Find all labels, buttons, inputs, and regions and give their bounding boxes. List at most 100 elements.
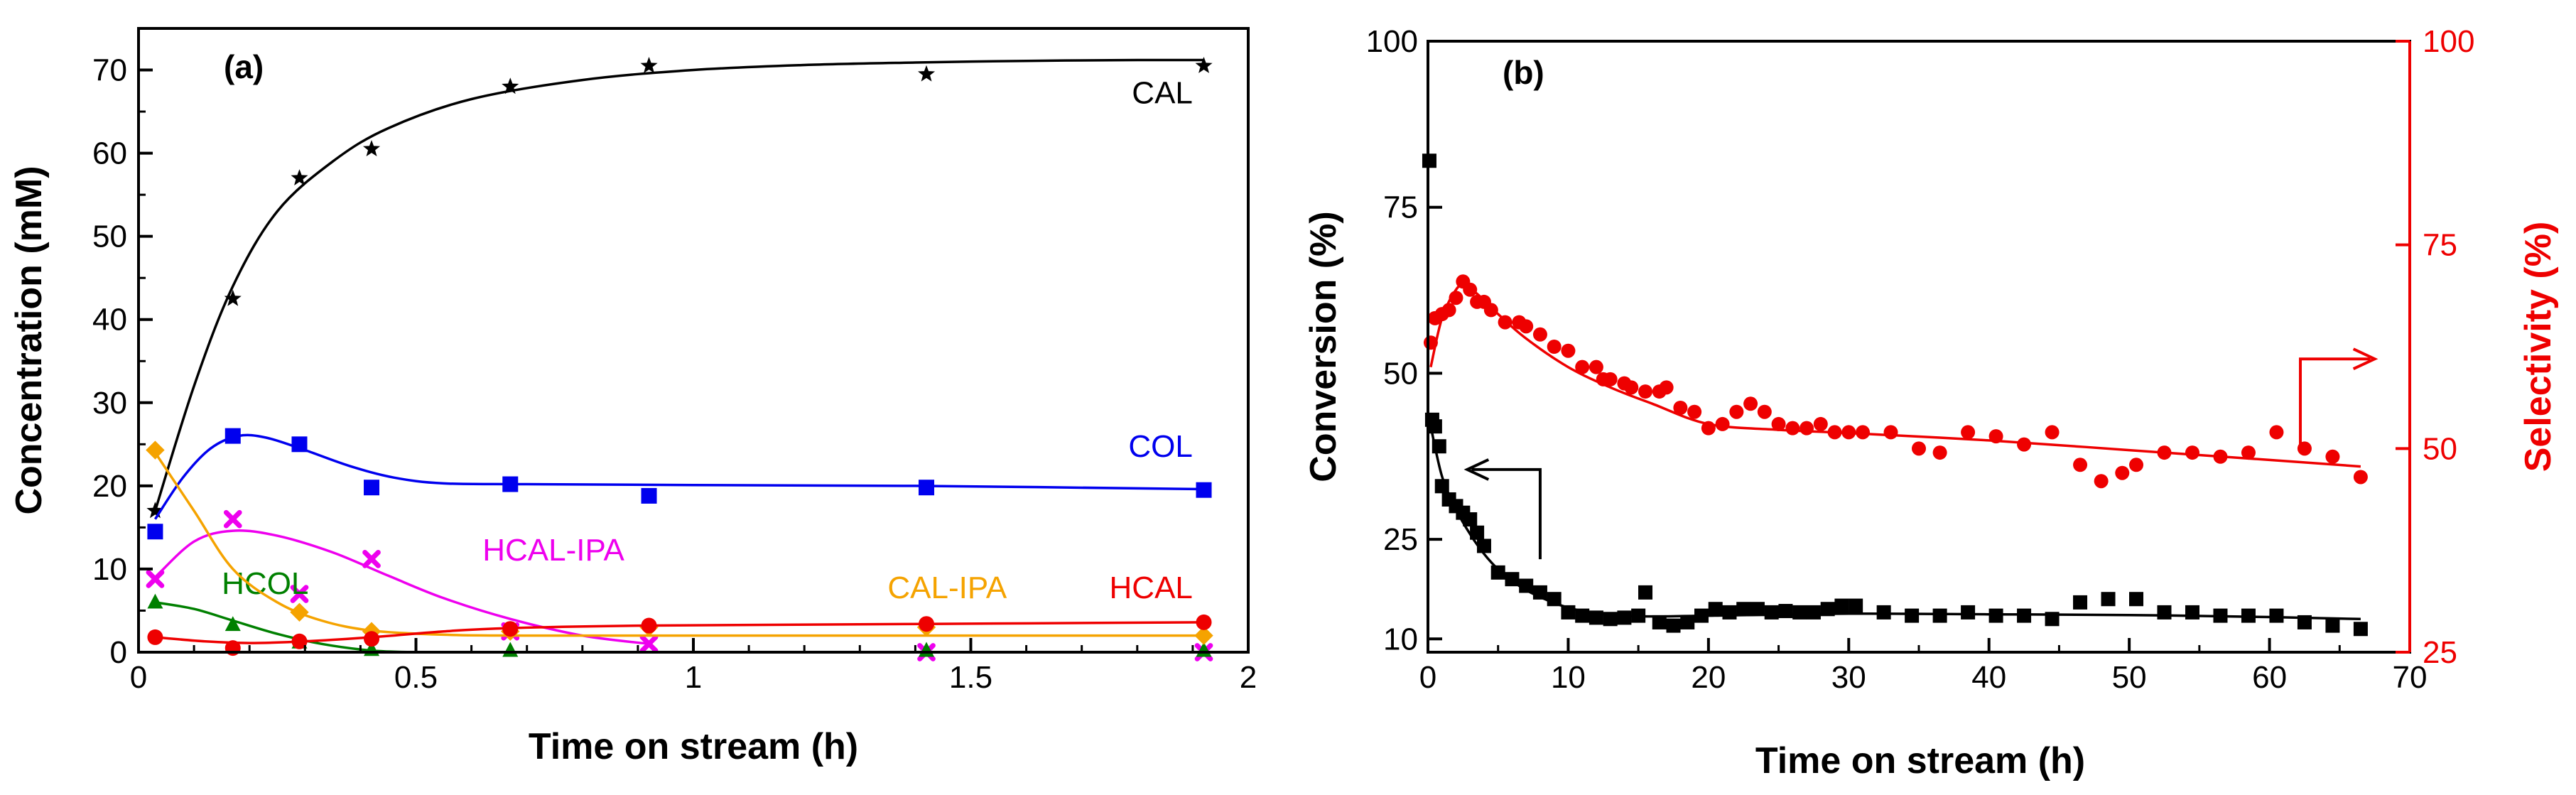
panel-b-label: (b) [1503, 54, 1544, 91]
selectivity-point [1603, 372, 1618, 386]
hcal-ipa-point [639, 634, 659, 654]
selectivity-point [1729, 404, 1744, 419]
panel-b-x-tick-label: 20 [1691, 660, 1726, 695]
panel-b-y2-tick-label: 50 [2423, 431, 2457, 466]
col-point [919, 480, 935, 496]
conversion-point [1470, 525, 1485, 540]
conversion-point [2241, 608, 2256, 623]
selectivity-point [1441, 303, 1456, 318]
panel-a-x-tick-label: 2 [1240, 660, 1257, 695]
selectivity-point [1519, 319, 1534, 334]
selectivity-point [1988, 429, 2003, 444]
col-label: COL [1128, 429, 1192, 464]
selectivity-point [1673, 401, 1688, 415]
conversion-point [1490, 565, 1505, 580]
selectivity-point [1423, 335, 1438, 350]
selectivity-point [1800, 421, 1814, 436]
cal-point [291, 169, 308, 185]
conversion-point [1617, 610, 1632, 625]
panel-b-y-axis-label: Conversion (%) [1303, 211, 1344, 482]
selectivity-fit-curve [1429, 283, 2361, 468]
selectivity-point [2073, 458, 2088, 472]
selectivity-point [1561, 343, 1576, 358]
panel-b-y-tick-label: 25 [1383, 522, 1418, 557]
panel-a-y-tick-label: 70 [92, 53, 127, 88]
panel-a-frame [137, 27, 1250, 654]
selectivity-point [1856, 425, 1871, 440]
series-cal: CAL [146, 57, 1213, 519]
hcol-point [502, 642, 519, 657]
series-hcal-ipa: HCAL-IPA [146, 509, 1213, 661]
panel-a-x-tick-label: 0.5 [394, 660, 438, 695]
conversion-point [1463, 512, 1478, 527]
left-arrow-head [1463, 458, 1490, 481]
hcol-point [224, 616, 241, 632]
panel-b-y-tick-label: 75 [1383, 190, 1418, 225]
conversion-point [2269, 608, 2284, 623]
hcal-point [641, 617, 657, 634]
panel-b-x-tick-label: 60 [2252, 660, 2287, 695]
conversion-point [1432, 439, 1446, 454]
selectivity-point [2241, 445, 2256, 460]
selectivity-point [2297, 441, 2312, 456]
selectivity-point [1498, 315, 1512, 330]
selectivity-point [2213, 449, 2228, 464]
conversion-point [1792, 605, 1807, 620]
conversion-point [1638, 585, 1653, 600]
conversion-point [2073, 595, 2088, 610]
conversion-point [1532, 585, 1547, 600]
selectivity-point [1771, 416, 1786, 431]
conversion-point [1736, 602, 1751, 617]
conversion-point [2157, 605, 2172, 620]
panel-b-y-tick-label: 100 [1366, 24, 1418, 59]
panel-a-y-tick-label: 60 [92, 136, 127, 171]
left-axis-arrow [1471, 467, 1542, 560]
panel-b-axis-arrows [1463, 347, 2379, 560]
panel-a-y-tick-label: 0 [110, 635, 127, 670]
series-col: COL [147, 428, 1212, 540]
panel-b-y2-tick-label: 75 [2423, 228, 2457, 263]
panel-b-y2-tick-label: 100 [2423, 24, 2474, 59]
cal-label: CAL [1132, 75, 1193, 110]
selectivity-point [1463, 282, 1478, 297]
conversion-point [1778, 604, 1793, 619]
selectivity-point [2129, 458, 2144, 472]
hcal-point [502, 621, 519, 637]
cal-point [146, 502, 164, 519]
col-point [502, 476, 519, 492]
cal-point [502, 77, 519, 94]
panel-a-y-tick-label: 30 [92, 386, 127, 421]
conversion-point [1603, 612, 1618, 627]
selectivity-point [1659, 380, 1674, 395]
panel-b-y-tick-label: 50 [1383, 356, 1418, 391]
cal-ipa-label: CAL-IPA [887, 570, 1007, 605]
hcal-ipa-point [290, 585, 309, 603]
selectivity-point [1532, 327, 1547, 342]
panel-a-x-tick-label: 0 [130, 660, 147, 695]
selectivity-point [1575, 359, 1590, 374]
cal-ipa-point [290, 602, 309, 622]
conversion-point [2353, 622, 2368, 637]
conversion-point [2297, 615, 2312, 629]
selectivity-point [2353, 470, 2368, 485]
conversion-point [1666, 618, 1681, 633]
selectivity-point [2017, 437, 2032, 452]
conversion-point [1961, 605, 1976, 620]
col-point [291, 436, 308, 453]
series-hcal: HCAL [147, 570, 1212, 656]
cal-ipa-point [146, 440, 165, 460]
right-arrow-head [2352, 347, 2379, 371]
cal-point [640, 57, 658, 73]
cal-ipa-fit-curve [153, 452, 1204, 637]
panel-b-x-tick-label: 0 [1419, 660, 1436, 695]
panel-b-y2-tick-label: 25 [2423, 635, 2457, 670]
selectivity-point [2094, 474, 2109, 489]
hcal-point [291, 633, 308, 649]
selectivity-point [1757, 404, 1772, 419]
conversion-point [1932, 608, 1947, 623]
selectivity-point [1449, 291, 1463, 305]
cal-point [224, 289, 242, 306]
selectivity-point [1932, 445, 1947, 460]
